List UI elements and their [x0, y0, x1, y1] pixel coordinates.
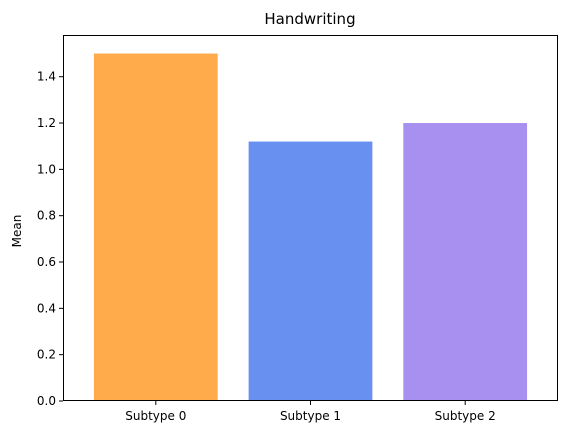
bars-group: [93, 53, 528, 402]
y-tick-label: 1.4: [37, 70, 56, 84]
bar-subtype-1: [248, 141, 373, 402]
x-ticks-group: Subtype 0 Subtype 1 Subtype 2: [125, 401, 496, 423]
y-tick-label: 0.4: [37, 301, 56, 315]
y-tick-label: 0.2: [37, 348, 56, 362]
y-ticks-group: 0.0 0.2 0.4 0.6 0.8 1.0 1.2 1.4: [37, 70, 63, 408]
y-axis-label: Mean: [10, 215, 24, 248]
axes-frame: [63, 35, 558, 401]
y-tick-label: 0.6: [37, 255, 56, 269]
y-tick-label: 0.8: [37, 209, 56, 223]
y-tick-label: 1.2: [37, 116, 56, 130]
bar-subtype-2: [403, 123, 528, 401]
bar-subtype-0: [93, 53, 218, 401]
chart-title: Handwriting: [264, 10, 355, 28]
x-tick-label: Subtype 2: [435, 409, 496, 423]
y-tick-label: 0.0: [37, 394, 56, 408]
x-tick-label: Subtype 0: [125, 409, 186, 423]
x-tick-label: Subtype 1: [280, 409, 341, 423]
y-tick-label: 1.0: [37, 162, 56, 176]
